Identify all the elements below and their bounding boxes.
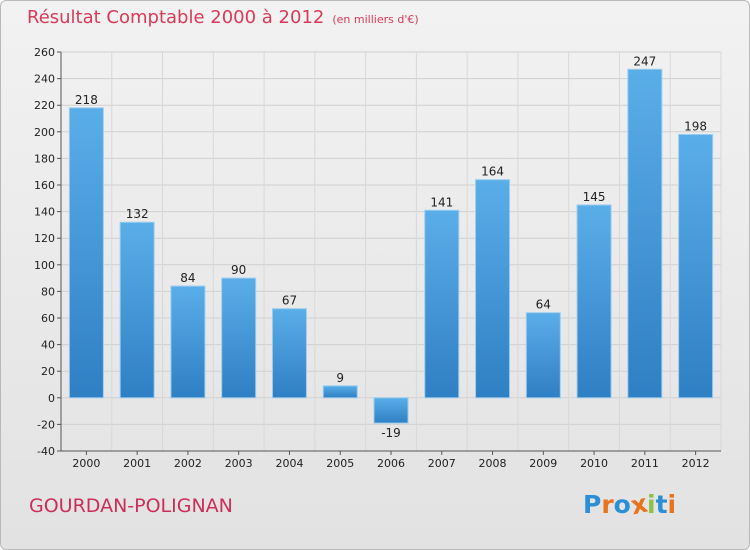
y-tick-label: 160 bbox=[34, 179, 55, 192]
bar-2003 bbox=[221, 277, 257, 399]
y-tick-label: 0 bbox=[48, 392, 55, 405]
axes bbox=[57, 51, 721, 455]
x-tick-label: 2008 bbox=[479, 457, 507, 470]
logo-letter: t bbox=[655, 490, 668, 519]
y-tick-label: -20 bbox=[37, 418, 55, 431]
chart-title: Résultat Comptable 2000 à 2012 (en millie… bbox=[27, 7, 419, 28]
x-tick-label: 2006 bbox=[377, 457, 405, 470]
bar-2000 bbox=[68, 107, 104, 399]
data-label-2012: 198 bbox=[684, 119, 707, 133]
x-tick-label: 2007 bbox=[428, 457, 456, 470]
data-label-2004: 67 bbox=[282, 294, 297, 308]
x-tick-label: 2003 bbox=[225, 457, 253, 470]
labels: -40 -20 0 20 40 60 80 100 120 140 160 180 200 220 240 2… bbox=[34, 46, 710, 470]
y-tick-label: 240 bbox=[34, 73, 55, 86]
y-tick-label: 260 bbox=[34, 46, 55, 59]
data-label-2007: 141 bbox=[430, 195, 453, 209]
commune-name: GOURDAN-POLIGNAN bbox=[29, 495, 233, 517]
x-tick-label: 2011 bbox=[631, 457, 659, 470]
y-tick-label: 120 bbox=[34, 232, 55, 245]
y-tick-label: -40 bbox=[37, 445, 55, 458]
proxiti-logo: Proxiti bbox=[583, 489, 677, 521]
x-tick-label: 2010 bbox=[580, 457, 608, 470]
y-tick-label: 20 bbox=[41, 365, 55, 378]
data-label-2008: 164 bbox=[481, 165, 504, 179]
data-label-2009: 64 bbox=[536, 298, 551, 312]
bar-2004 bbox=[271, 308, 307, 399]
y-tick-label: 80 bbox=[41, 285, 55, 298]
data-label-2003: 90 bbox=[231, 263, 246, 277]
bars bbox=[68, 68, 714, 424]
x-tick-label: 2001 bbox=[123, 457, 151, 470]
logo-letter: P bbox=[583, 490, 602, 519]
data-label-2001: 132 bbox=[126, 207, 149, 221]
data-label-2000: 218 bbox=[75, 93, 98, 107]
logo-letter: i bbox=[647, 490, 656, 519]
x-tick-label: 2012 bbox=[682, 457, 710, 470]
bar-2001 bbox=[119, 221, 155, 399]
y-tick-label: 100 bbox=[34, 259, 55, 272]
y-tick-label: 140 bbox=[34, 206, 55, 219]
x-tick-label: 2004 bbox=[275, 457, 303, 470]
y-tick-label: 40 bbox=[41, 339, 55, 352]
bar-2005 bbox=[322, 385, 358, 399]
data-label-2006: -19 bbox=[381, 426, 401, 440]
x-tick-label: 2002 bbox=[174, 457, 202, 470]
bar-2010 bbox=[576, 204, 612, 399]
grid-lines bbox=[60, 51, 722, 452]
bar-2012 bbox=[678, 133, 714, 399]
data-label-2002: 84 bbox=[180, 271, 195, 285]
bar-2002 bbox=[170, 285, 206, 399]
y-tick-label: 220 bbox=[34, 99, 55, 112]
chart-subtitle: (en milliers d'€) bbox=[332, 13, 419, 26]
data-label-2011: 247 bbox=[633, 54, 656, 68]
y-tick-label: 180 bbox=[34, 152, 55, 165]
data-label-2005: 9 bbox=[336, 371, 344, 385]
bar-2011 bbox=[627, 68, 663, 399]
x-tick-label: 2009 bbox=[529, 457, 557, 470]
bar-2007 bbox=[424, 209, 460, 399]
y-tick-label: 60 bbox=[41, 312, 55, 325]
bar-2008 bbox=[475, 179, 511, 399]
bar-2009 bbox=[525, 312, 561, 399]
y-tick-label: 200 bbox=[34, 126, 55, 139]
x-tick-label: 2000 bbox=[72, 457, 100, 470]
bar-2006 bbox=[373, 397, 409, 424]
chart-title-text: Résultat Comptable 2000 à 2012 bbox=[27, 7, 325, 28]
x-tick-label: 2005 bbox=[326, 457, 354, 470]
logo-letter: r bbox=[601, 490, 614, 519]
data-label-2010: 145 bbox=[583, 190, 606, 204]
logo-letter: i bbox=[667, 490, 677, 519]
logo-letter: o bbox=[613, 490, 631, 519]
